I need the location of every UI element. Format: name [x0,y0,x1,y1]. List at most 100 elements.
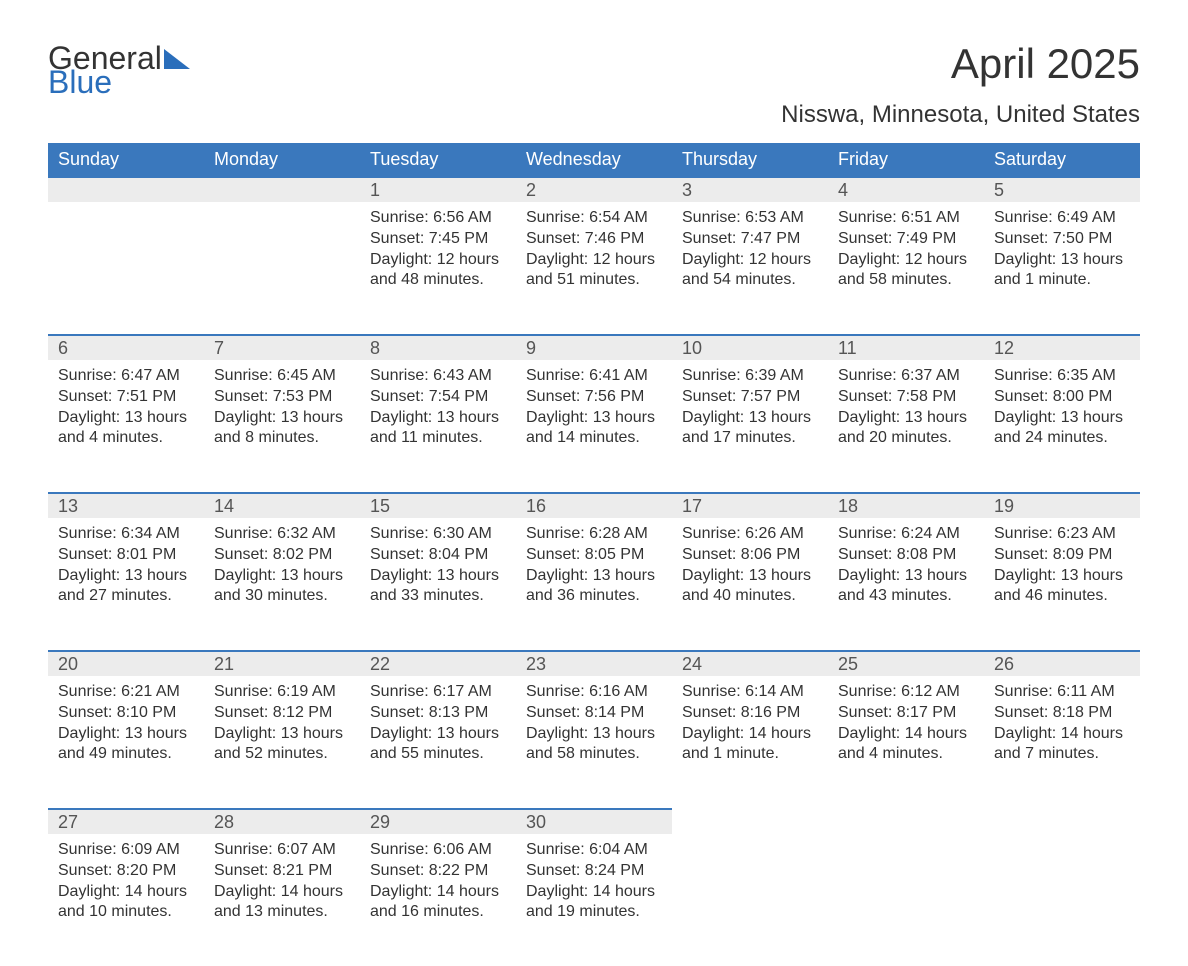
day-d1: Daylight: 14 hours [214,882,350,903]
day-d1: Daylight: 13 hours [370,408,506,429]
day-number [672,808,828,834]
day-cell: Sunrise: 6:16 AMSunset: 8:14 PMDaylight:… [516,676,672,808]
day-d2: and 54 minutes. [682,270,818,291]
day-sunset: Sunset: 7:47 PM [682,229,818,250]
day-cell [204,202,360,334]
day-sunset: Sunset: 8:14 PM [526,703,662,724]
day-d2: and 58 minutes. [838,270,974,291]
week-daynum-row: 27282930 [48,808,1140,834]
day-sunset: Sunset: 8:02 PM [214,545,350,566]
day-sunset: Sunset: 7:49 PM [838,229,974,250]
day-cell: Sunrise: 6:14 AMSunset: 8:16 PMDaylight:… [672,676,828,808]
day-sunrise: Sunrise: 6:14 AM [682,682,818,703]
day-d1: Daylight: 14 hours [58,882,194,903]
day-d1: Daylight: 13 hours [370,724,506,745]
day-sunset: Sunset: 8:18 PM [994,703,1130,724]
day-number: 6 [48,334,204,360]
weekday-header: Saturday [984,143,1140,176]
day-sunset: Sunset: 7:56 PM [526,387,662,408]
day-sunrise: Sunrise: 6:17 AM [370,682,506,703]
day-sunset: Sunset: 7:53 PM [214,387,350,408]
day-sunset: Sunset: 8:09 PM [994,545,1130,566]
week-content-row: Sunrise: 6:56 AMSunset: 7:45 PMDaylight:… [48,202,1140,334]
day-sunset: Sunset: 7:46 PM [526,229,662,250]
day-cell: Sunrise: 6:28 AMSunset: 8:05 PMDaylight:… [516,518,672,650]
day-d1: Daylight: 13 hours [994,408,1130,429]
day-cell: Sunrise: 6:37 AMSunset: 7:58 PMDaylight:… [828,360,984,492]
day-sunset: Sunset: 8:04 PM [370,545,506,566]
day-d2: and 51 minutes. [526,270,662,291]
day-sunset: Sunset: 7:57 PM [682,387,818,408]
day-d2: and 11 minutes. [370,428,506,449]
day-sunrise: Sunrise: 6:21 AM [58,682,194,703]
day-d1: Daylight: 12 hours [370,250,506,271]
day-sunrise: Sunrise: 6:41 AM [526,366,662,387]
day-d1: Daylight: 13 hours [58,724,194,745]
day-cell: Sunrise: 6:19 AMSunset: 8:12 PMDaylight:… [204,676,360,808]
day-d1: Daylight: 14 hours [526,882,662,903]
day-number: 8 [360,334,516,360]
day-sunrise: Sunrise: 6:47 AM [58,366,194,387]
day-sunrise: Sunrise: 6:16 AM [526,682,662,703]
day-number: 14 [204,492,360,518]
day-d1: Daylight: 13 hours [526,724,662,745]
day-d2: and 16 minutes. [370,902,506,923]
day-sunrise: Sunrise: 6:23 AM [994,524,1130,545]
day-number: 22 [360,650,516,676]
day-cell: Sunrise: 6:53 AMSunset: 7:47 PMDaylight:… [672,202,828,334]
day-d2: and 8 minutes. [214,428,350,449]
day-cell: Sunrise: 6:21 AMSunset: 8:10 PMDaylight:… [48,676,204,808]
day-d1: Daylight: 13 hours [214,566,350,587]
day-d2: and 24 minutes. [994,428,1130,449]
day-cell: Sunrise: 6:30 AMSunset: 8:04 PMDaylight:… [360,518,516,650]
day-cell: Sunrise: 6:35 AMSunset: 8:00 PMDaylight:… [984,360,1140,492]
weekday-header-row: Sunday Monday Tuesday Wednesday Thursday… [48,143,1140,176]
day-sunrise: Sunrise: 6:28 AM [526,524,662,545]
day-sunrise: Sunrise: 6:45 AM [214,366,350,387]
day-sunrise: Sunrise: 6:06 AM [370,840,506,861]
day-d2: and 14 minutes. [526,428,662,449]
day-sunset: Sunset: 8:17 PM [838,703,974,724]
day-cell: Sunrise: 6:09 AMSunset: 8:20 PMDaylight:… [48,834,204,966]
day-sunrise: Sunrise: 6:39 AM [682,366,818,387]
day-number: 11 [828,334,984,360]
day-sunrise: Sunrise: 6:19 AM [214,682,350,703]
day-sunrise: Sunrise: 6:54 AM [526,208,662,229]
day-d1: Daylight: 12 hours [838,250,974,271]
day-sunset: Sunset: 8:05 PM [526,545,662,566]
week-daynum-row: 12345 [48,176,1140,202]
day-number: 26 [984,650,1140,676]
weekday-header: Thursday [672,143,828,176]
day-d1: Daylight: 13 hours [838,408,974,429]
day-cell [828,834,984,966]
day-sunrise: Sunrise: 6:56 AM [370,208,506,229]
day-sunrise: Sunrise: 6:53 AM [682,208,818,229]
day-d2: and 13 minutes. [214,902,350,923]
page-title: April 2025 [951,40,1140,88]
day-d1: Daylight: 13 hours [370,566,506,587]
day-cell: Sunrise: 6:56 AMSunset: 7:45 PMDaylight:… [360,202,516,334]
day-sunrise: Sunrise: 6:11 AM [994,682,1130,703]
day-number: 19 [984,492,1140,518]
day-sunset: Sunset: 8:06 PM [682,545,818,566]
day-cell: Sunrise: 6:41 AMSunset: 7:56 PMDaylight:… [516,360,672,492]
day-number: 10 [672,334,828,360]
day-d2: and 33 minutes. [370,586,506,607]
day-d2: and 48 minutes. [370,270,506,291]
day-sunrise: Sunrise: 6:09 AM [58,840,194,861]
day-number: 2 [516,176,672,202]
day-sunset: Sunset: 7:50 PM [994,229,1130,250]
day-sunrise: Sunrise: 6:49 AM [994,208,1130,229]
day-sunrise: Sunrise: 6:37 AM [838,366,974,387]
day-cell: Sunrise: 6:11 AMSunset: 8:18 PMDaylight:… [984,676,1140,808]
day-sunset: Sunset: 8:20 PM [58,861,194,882]
day-number [48,176,204,202]
day-number: 3 [672,176,828,202]
brand-word-2: Blue [48,64,112,101]
day-d2: and 10 minutes. [58,902,194,923]
day-d1: Daylight: 13 hours [838,566,974,587]
day-d1: Daylight: 14 hours [370,882,506,903]
day-number: 25 [828,650,984,676]
calendar-table: Sunday Monday Tuesday Wednesday Thursday… [48,143,1140,966]
day-sunrise: Sunrise: 6:32 AM [214,524,350,545]
